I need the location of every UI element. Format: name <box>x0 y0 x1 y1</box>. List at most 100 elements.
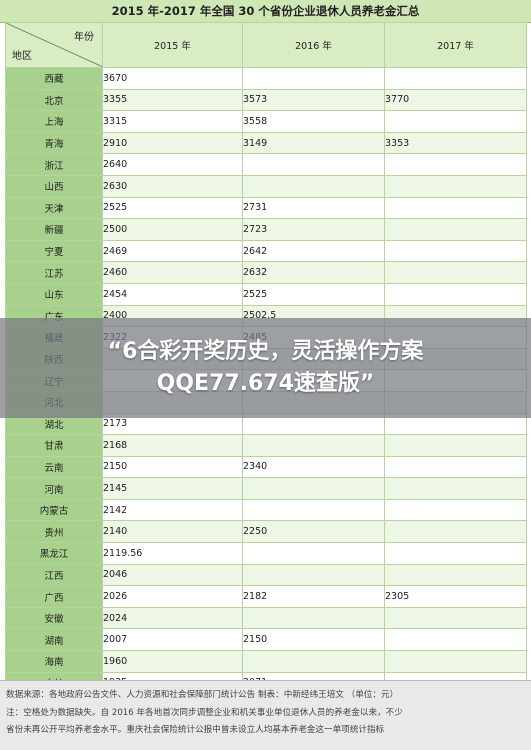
region-cell: 江西 <box>5 563 103 587</box>
footer-note-2: 省份未再公开平均养老金水平。重庆社会保险统计公报中曾未设立人均基本养老金这一单项… <box>6 725 385 735</box>
table-title: 2015 年-2017 年全国 30 个省份企业退休人员养老金汇总 <box>0 0 531 23</box>
value-2016-cell: 2182 <box>242 585 385 608</box>
table-row: 湖北 2173 <box>5 412 527 436</box>
value-2015-cell: 3670 <box>102 67 243 90</box>
table-row: 新疆 2500 2723 <box>5 218 527 241</box>
value-2015-cell: 2910 <box>102 131 243 155</box>
region-cell: 宁夏 <box>5 239 103 263</box>
value-2016-cell: 2340 <box>242 455 385 479</box>
value-2016-cell <box>242 542 385 565</box>
region-cell: 广西 <box>5 585 103 608</box>
region-cell: 河南 <box>5 477 103 500</box>
value-2016-cell: 2250 <box>242 520 385 544</box>
pension-table: 年份 地区 2015 年 2016 年 2017 年 西藏 3670 北京 3355 3… <box>5 22 527 716</box>
value-2015-cell: 2046 <box>102 563 243 587</box>
value-2015-cell: 2150 <box>102 455 243 479</box>
header-year-2015: 2015 年 <box>102 22 243 68</box>
value-2015-cell: 2168 <box>102 434 243 457</box>
region-cell: 安徽 <box>5 606 103 630</box>
value-2017-cell <box>384 563 527 587</box>
value-2017-cell <box>384 218 527 241</box>
value-2015-cell: 1960 <box>102 650 243 673</box>
value-2015-cell: 3315 <box>102 110 243 133</box>
region-cell: 云南 <box>5 455 103 479</box>
footer-notes: 数据来源：各地政府公告文件、人力资源和社会保障部门统计公告 制表：中新经纬王培文… <box>0 680 531 750</box>
value-2017-cell <box>384 477 527 500</box>
value-2016-cell <box>242 434 385 457</box>
table-row: 江苏 2460 2632 <box>5 261 527 284</box>
footer-source: 数据来源：各地政府公告文件、人力资源和社会保障部门统计公告 制表：中新经纬王培文… <box>6 690 399 700</box>
footer-note-1: 注：空格处为数据缺失。自 2016 年各地首次同步调整企业和机关事业单位退休人员… <box>6 708 403 718</box>
value-2016-cell: 2642 <box>242 239 385 263</box>
value-2016-cell: 3573 <box>242 88 385 112</box>
table-row: 山东 2454 2525 <box>5 282 527 306</box>
value-2017-cell <box>384 498 527 522</box>
table-row: 天津 2525 2731 <box>5 196 527 220</box>
banner-line-2: QQE77.674速查版” <box>156 371 375 396</box>
value-2017-cell <box>384 110 527 133</box>
table-row: 海南 1960 <box>5 650 527 673</box>
value-2015-cell: 3355 <box>102 88 243 112</box>
value-2016-cell <box>242 477 385 500</box>
value-2016-cell: 2525 <box>242 282 385 306</box>
region-cell: 江苏 <box>5 261 103 284</box>
table-row: 北京 3355 3573 3770 <box>5 88 527 112</box>
region-cell: 青海 <box>5 131 103 155</box>
table-row: 宁夏 2469 2642 <box>5 239 527 263</box>
value-2017-cell <box>384 174 527 198</box>
value-2017-cell <box>384 239 527 263</box>
value-2017-cell: 3770 <box>384 88 527 112</box>
table-row: 西藏 3670 <box>5 67 527 90</box>
corner-diagonal <box>6 23 102 67</box>
table-row: 甘肃 2168 <box>5 434 527 457</box>
value-2017-cell <box>384 455 527 479</box>
region-cell: 山西 <box>5 174 103 198</box>
value-2017-cell <box>384 434 527 457</box>
value-2016-cell <box>242 153 385 176</box>
region-cell: 海南 <box>5 650 103 673</box>
value-2016-cell <box>242 174 385 198</box>
value-2015-cell: 2024 <box>102 606 243 630</box>
value-2015-cell: 2142 <box>102 498 243 522</box>
corner-cell: 年份 地区 <box>5 22 103 68</box>
table-row: 青海 2910 3149 3353 <box>5 131 527 155</box>
region-cell: 浙江 <box>5 153 103 176</box>
value-2016-cell: 2723 <box>242 218 385 241</box>
region-cell: 贵州 <box>5 520 103 544</box>
value-2017-cell <box>384 606 527 630</box>
value-2015-cell: 2140 <box>102 520 243 544</box>
table-row: 黑龙江 2119.56 <box>5 542 527 565</box>
value-2017-cell <box>384 650 527 673</box>
corner-region-label: 地区 <box>12 51 32 62</box>
value-2015-cell: 2007 <box>102 628 243 652</box>
value-2016-cell <box>242 67 385 90</box>
region-cell: 上海 <box>5 110 103 133</box>
value-2015-cell: 2119.56 <box>102 542 243 565</box>
banner-line-1: “6合彩开奖历史，灵活操作方案 <box>107 339 424 364</box>
watermark-banner: “6合彩开奖历史，灵活操作方案 QQE77.674速查版” <box>0 318 531 418</box>
value-2017-cell <box>384 282 527 306</box>
table-row: 浙江 2640 <box>5 153 527 176</box>
value-2017-cell <box>384 196 527 220</box>
value-2017-cell: 2305 <box>384 585 527 608</box>
table-row: 贵州 2140 2250 <box>5 520 527 544</box>
table-row: 山西 2630 <box>5 174 527 198</box>
value-2015-cell: 2026 <box>102 585 243 608</box>
value-2016-cell: 3149 <box>242 131 385 155</box>
table-row: 云南 2150 2340 <box>5 455 527 479</box>
value-2016-cell: 2632 <box>242 261 385 284</box>
value-2016-cell <box>242 563 385 587</box>
value-2017-cell: 3353 <box>384 131 527 155</box>
region-cell: 内蒙古 <box>5 498 103 522</box>
value-2015-cell: 2145 <box>102 477 243 500</box>
region-cell: 山东 <box>5 282 103 306</box>
table-header-row: 年份 地区 2015 年 2016 年 2017 年 <box>5 22 527 68</box>
header-year-2017: 2017 年 <box>384 22 527 68</box>
value-2016-cell <box>242 606 385 630</box>
value-2015-cell: 2630 <box>102 174 243 198</box>
table-row: 广西 2026 2182 2305 <box>5 585 527 608</box>
value-2015-cell: 2460 <box>102 261 243 284</box>
value-2017-cell <box>384 153 527 176</box>
table-row: 上海 3315 3558 <box>5 110 527 133</box>
value-2016-cell: 2150 <box>242 628 385 652</box>
